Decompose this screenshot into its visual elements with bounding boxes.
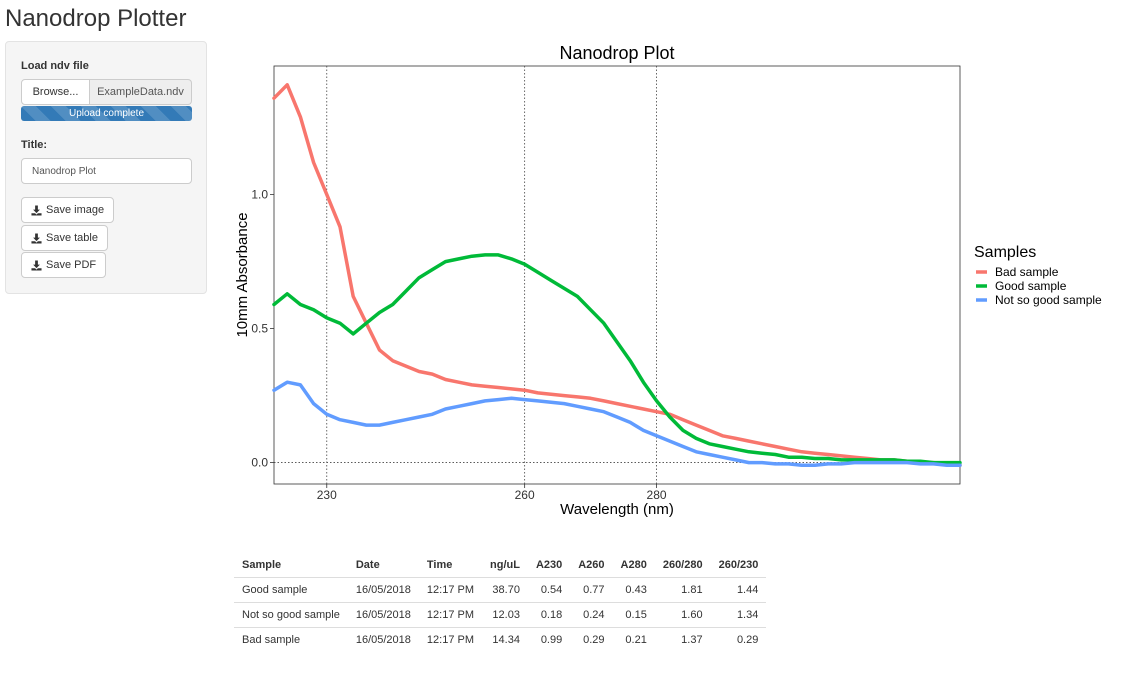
plot-svg: Nanodrop Plot 230 260 280 0.0 0.5 1.0 Wavele…	[234, 43, 1102, 518]
table-cell: 16/05/2018	[355, 634, 411, 646]
x-tick-label: 280	[647, 488, 667, 502]
table-header-cell: A280	[612, 553, 655, 578]
table-row: Bad sample 16/05/2018 12:17 PM 14.34 0.99 0.2…	[234, 628, 766, 653]
y-axis-label: 10mm Absorbance	[234, 212, 251, 337]
table-cell: Bad sample	[242, 634, 301, 646]
table-row: Good sample 16/05/2018 12:17 PM 38.70 0.54 0.…	[234, 577, 767, 603]
table-header-cell: Sample	[234, 553, 348, 578]
table-cell: 1.81	[654, 577, 711, 603]
save-image-button[interactable]: Save image	[21, 197, 115, 223]
title-label: Title:	[21, 139, 48, 151]
table-cell: Not so good sample	[234, 602, 348, 628]
table-header-cell: 260/230	[710, 553, 767, 578]
nanodrop-plot: Nanodrop Plot 230 260 280 0.0 0.5 1.0 Wavele…	[230, 38, 1128, 528]
table-cell: 1.44	[710, 577, 767, 603]
table-cell: 16/05/2018	[347, 577, 419, 603]
table-cell: 0.24	[570, 602, 613, 628]
save-table-button[interactable]: Save table	[21, 225, 108, 251]
table-header-cell: Time	[418, 553, 482, 578]
y-tick-label: 1.0	[251, 188, 268, 202]
sidebar-panel: Load ndv file Browse... ExampleData.ndv …	[5, 41, 207, 294]
table-cell: 12:17 PM	[418, 577, 482, 603]
table-cell: Good sample	[234, 577, 348, 603]
save-pdf-label: Save PDF	[46, 259, 97, 271]
series-line	[272, 253, 962, 465]
series-line	[272, 83, 962, 467]
table-header-cell: ng/uL	[482, 553, 528, 578]
table-cell: 1.37	[681, 634, 703, 646]
load-file-label: Load ndv file	[21, 60, 89, 72]
table-cell: 0.99	[540, 634, 563, 646]
table-cell: 0.21	[625, 634, 647, 646]
legend-label: Good sample	[995, 279, 1067, 293]
table-cell: 0.77	[570, 577, 613, 603]
x-tick-label: 260	[515, 488, 535, 502]
table-cell: 0.29	[583, 634, 605, 646]
save-image-label: Save image	[46, 204, 105, 216]
x-axis-label: Wavelength (nm)	[560, 501, 674, 518]
download-icon	[31, 204, 42, 216]
table-header-cell: 260/280	[654, 553, 711, 578]
table-cell: 16/05/2018	[347, 602, 419, 628]
app-title: Nanodrop Plotter	[5, 5, 187, 32]
table-header-cell: A230	[527, 553, 571, 578]
table-cell: 12.03	[482, 602, 528, 628]
y-tick-label: 0.0	[251, 456, 268, 470]
table-row: Not so good sample 16/05/2018 12:17 PM 12.0…	[234, 602, 767, 628]
table-cell: 0.29	[736, 634, 759, 646]
table-cell: 1.34	[710, 602, 767, 628]
file-input-group: Browse... ExampleData.ndv	[21, 79, 192, 105]
legend-title: Samples	[974, 244, 1036, 261]
download-icon	[31, 232, 42, 244]
series-line	[272, 380, 962, 467]
plot-panel	[273, 65, 961, 485]
x-tick-label: 230	[317, 488, 337, 502]
upload-progress-bar: Upload complete	[21, 106, 192, 121]
title-input[interactable]	[21, 158, 192, 184]
file-name-field: ExampleData.ndv	[90, 79, 192, 105]
table-header-cell: A260	[570, 553, 613, 578]
table-cell: 0.43	[612, 577, 655, 603]
legend-label: Bad sample	[995, 265, 1059, 279]
upload-progress-text: Upload complete	[68, 108, 145, 119]
table-cell: 0.54	[527, 577, 571, 603]
table-cell: 1.60	[654, 602, 711, 628]
table-cell: 0.18	[527, 602, 571, 628]
table-cell: 0.15	[612, 602, 655, 628]
table-cell: 12:17 PM	[426, 634, 474, 646]
save-pdf-button[interactable]: Save PDF	[21, 252, 107, 278]
results-table: Sample Date Time ng/uL A230 A260 A280 260/280 26…	[234, 553, 767, 653]
table-cell: 38.70	[482, 577, 528, 603]
y-tick-label: 0.5	[251, 322, 268, 336]
legend-label: Not so good sample	[995, 293, 1102, 307]
table-header-cell: Date	[347, 553, 419, 578]
chart-title: Nanodrop Plot	[559, 43, 674, 63]
table-cell: 14.34	[492, 634, 520, 646]
table-cell: 12:17 PM	[418, 602, 482, 628]
download-icon	[31, 259, 42, 271]
table-header-row: Sample Date Time ng/uL A230 A260 A280 260/280 26…	[234, 553, 767, 578]
save-table-label: Save table	[46, 232, 98, 244]
browse-button[interactable]: Browse...	[21, 79, 90, 105]
